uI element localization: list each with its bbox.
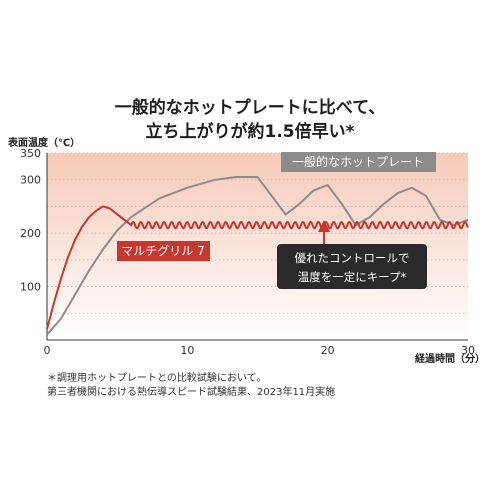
x-axis-label: 経過時間（分） <box>415 352 485 365</box>
series-line-multigrill <box>46 205 469 330</box>
x-tick-label: 30 <box>461 344 475 357</box>
gray-series-label: 一般的なホットプレート <box>292 154 424 169</box>
gray-series-label-box <box>281 152 436 172</box>
tick-labels: 100 200 300 350 0 10 20 30 <box>20 147 475 357</box>
series-line-regular-hotplate <box>46 176 469 336</box>
chart-title: 一般的なホットプレートに比べて、 立ち上がりが約1.5倍早い* <box>0 96 500 144</box>
series-lines <box>46 176 469 336</box>
control-annotation-line-2: 温度を一定にキープ* <box>298 270 407 284</box>
y-tick-label: 300 <box>20 174 41 187</box>
control-annotation-box <box>277 244 427 289</box>
red-series-label: マルチグリル 7 <box>121 244 204 258</box>
control-annotation-line-1: 優れたコントロールで <box>295 251 410 265</box>
chart-title-line-1: 一般的なホットプレートに比べて、 <box>114 98 386 118</box>
y-tick-label: 350 <box>20 147 41 160</box>
red-series-label-box <box>117 241 210 261</box>
chart-title-line-2: 立ち上がりが約1.5倍早い* <box>145 122 355 142</box>
footnote: ＊調理用ホットプレートとの比較試験において。 第三者機関における熱伝導スピード試… <box>47 372 335 400</box>
axes <box>46 153 468 341</box>
y-axis-label: 表面温度（℃） <box>7 136 80 149</box>
y-tick-label: 200 <box>20 227 41 240</box>
footnote-line-1: ＊調理用ホットプレートとの比較試験において。 <box>47 373 267 384</box>
x-tick-label: 0 <box>44 344 51 357</box>
x-tick-label: 20 <box>321 344 335 357</box>
footnote-line-2: 第三者機関における熱伝導スピード試験結果、2023年11月実施 <box>47 387 336 398</box>
y-tick-label: 100 <box>20 281 41 294</box>
x-tick-label: 10 <box>180 344 194 357</box>
